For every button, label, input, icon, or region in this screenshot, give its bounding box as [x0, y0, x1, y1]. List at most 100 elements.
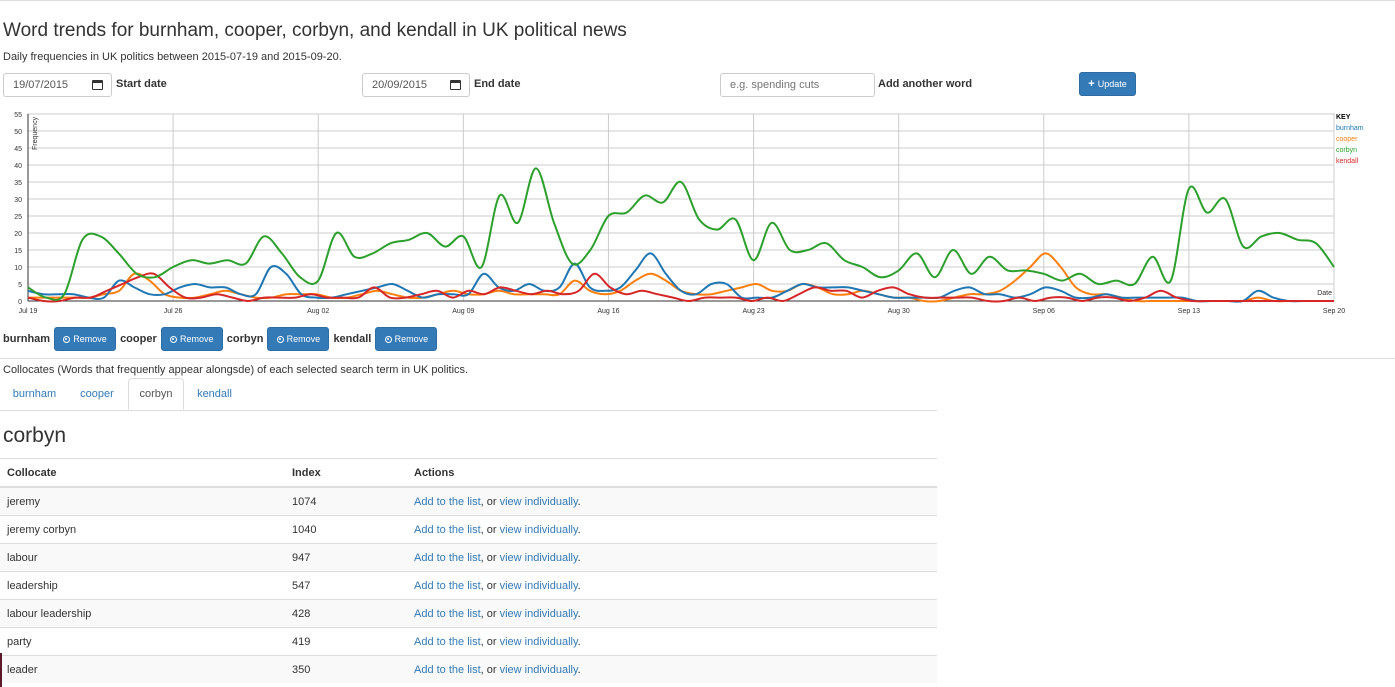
actions-separator: , or: [480, 579, 500, 592]
start-date-label: Start date: [116, 78, 167, 90]
actions-separator: , or: [480, 495, 500, 508]
legend-entry-cooper: cooper: [1336, 136, 1358, 143]
remove-burnham-button[interactable]: Remove: [54, 327, 117, 351]
x-tick-label: Sep 13: [1178, 308, 1200, 315]
column-header: Actions: [407, 458, 937, 488]
word-label: kendall: [333, 333, 372, 345]
tab-burnham[interactable]: burnham: [12, 387, 57, 400]
remove-circle-icon: [63, 335, 71, 343]
collocate-cell: leader: [0, 655, 285, 683]
view-individually-link[interactable]: view individually: [499, 551, 578, 564]
index-cell: 1040: [285, 515, 407, 544]
view-individually-link[interactable]: view individually: [499, 635, 578, 648]
x-tick-label: Aug 02: [307, 308, 329, 315]
actions-end: .: [577, 607, 581, 620]
add-to-list-link[interactable]: Add to the list: [414, 663, 481, 676]
remove-corbyn-button[interactable]: Remove: [267, 327, 330, 351]
update-label: Update: [1097, 79, 1127, 89]
add-to-list-link[interactable]: Add to the list: [414, 607, 481, 620]
x-tick-label: Sep 20: [1323, 308, 1345, 315]
x-tick-label: Aug 16: [597, 308, 619, 315]
calendar-icon[interactable]: [450, 80, 461, 90]
actions-cell: Add to the list, or view individually.: [407, 627, 937, 656]
collocate-cell: labour leadership: [0, 599, 285, 628]
word-label: cooper: [120, 333, 157, 345]
legend-entry-kendall: kendall: [1336, 158, 1359, 165]
x-tick-label: Aug 23: [742, 308, 764, 315]
actions-cell: Add to the list, or view individually.: [407, 599, 937, 628]
word-trend-chart: 0 5 10 15 20 25 30 35 40 45 50 55 Jul 19 Jul 26 Aug 02…: [14, 112, 1364, 315]
actions-cell: Add to the list, or view individually.: [407, 571, 937, 600]
divider: [0, 358, 1395, 359]
actions-separator: , or: [480, 551, 500, 564]
page-subtitle: Daily frequencies in UK politics between…: [3, 51, 342, 63]
add-to-list-link[interactable]: Add to the list: [414, 551, 481, 564]
collocate-cell: labour: [0, 543, 285, 572]
actions-end: .: [577, 495, 581, 508]
actions-end: .: [577, 635, 581, 648]
add-to-list-link[interactable]: Add to the list: [414, 579, 481, 592]
selected-words: burnham Remove cooper Remove corbyn Remo…: [3, 327, 441, 351]
remove-label: Remove: [73, 334, 107, 344]
y-axis-label: Frequency: [32, 116, 39, 150]
actions-cell: Add to the list, or view individually.: [407, 515, 937, 544]
y-tick-label: 15: [14, 248, 22, 255]
table-row: labour 947 Add to the list, or view indivi…: [0, 543, 937, 572]
calendar-icon[interactable]: [92, 80, 103, 90]
x-axis-label: Date: [1317, 290, 1332, 297]
y-tick-label: 30: [14, 197, 22, 204]
tab-kendall[interactable]: kendall: [197, 387, 232, 400]
table-row: party 419 Add to the list, or view individ…: [0, 627, 937, 656]
index-cell: 428: [285, 599, 407, 628]
actions-separator: , or: [480, 523, 500, 536]
actions-cell: Add to the list, or view individually.: [407, 486, 937, 516]
plot-area: [27, 113, 1335, 302]
collocate-tabs: burnham cooper corbyn kendall: [0, 378, 937, 411]
view-individually-link[interactable]: view individually: [499, 495, 578, 508]
legend-title: KEY: [1336, 114, 1351, 121]
word-label: corbyn: [226, 333, 264, 345]
view-individually-link[interactable]: view individually: [499, 523, 578, 536]
y-tick-label: 0: [18, 299, 22, 306]
remove-label: Remove: [179, 334, 214, 344]
actions-end: .: [577, 579, 581, 592]
word-label: burnham: [3, 333, 51, 345]
index-cell: 419: [285, 627, 407, 656]
start-date-value: 19/07/2015: [13, 79, 69, 91]
edge-marker: [0, 653, 2, 687]
table-row: leadership 547 Add to the list, or view in…: [0, 571, 937, 600]
table-row: leader 350 Add to the list, or view indivi…: [0, 655, 937, 683]
table-row: jeremy 1074 Add to the list, or view indiv…: [0, 486, 937, 516]
add-word-input[interactable]: [720, 73, 875, 97]
remove-cooper-button[interactable]: Remove: [160, 327, 223, 351]
table-row: jeremy corbyn 1040 Add to the list, or vie…: [0, 515, 937, 544]
actions-separator: , or: [480, 663, 500, 676]
y-tick-label: 10: [14, 265, 22, 272]
add-to-list-link[interactable]: Add to the list: [414, 635, 481, 648]
view-individually-link[interactable]: view individually: [499, 607, 578, 620]
y-tick-label: 50: [14, 129, 22, 136]
view-individually-link[interactable]: view individually: [499, 579, 578, 592]
end-date-input[interactable]: 20/09/2015: [362, 73, 470, 97]
remove-circle-icon: [276, 335, 284, 343]
tab-cooper[interactable]: cooper: [80, 387, 114, 400]
remove-kendall-button[interactable]: Remove: [375, 327, 438, 351]
series-line-burnham: [27, 252, 1334, 303]
update-button[interactable]: + Update: [1079, 72, 1136, 96]
series-line-kendall: [27, 272, 1334, 303]
collocate-cell: leadership: [0, 571, 285, 600]
x-tick-label: Jul 26: [164, 308, 183, 315]
actions-end: .: [577, 551, 581, 564]
table-row: labour leadership 428 Add to the list, or …: [0, 599, 937, 628]
actions-end: .: [577, 663, 581, 676]
add-to-list-link[interactable]: Add to the list: [414, 495, 481, 508]
view-individually-link[interactable]: view individually: [499, 663, 578, 676]
top-border: [0, 0, 1395, 1]
actions-separator: , or: [480, 607, 500, 620]
start-date-input[interactable]: 19/07/2015: [3, 73, 112, 97]
page-title: Word trends for burnham, cooper, corbyn,…: [3, 20, 627, 41]
tab-corbyn[interactable]: corbyn: [128, 378, 184, 410]
add-to-list-link[interactable]: Add to the list: [414, 523, 481, 536]
add-word-label: Add another word: [878, 78, 973, 90]
collocates-description: Collocates (Words that frequently appear…: [3, 364, 469, 376]
